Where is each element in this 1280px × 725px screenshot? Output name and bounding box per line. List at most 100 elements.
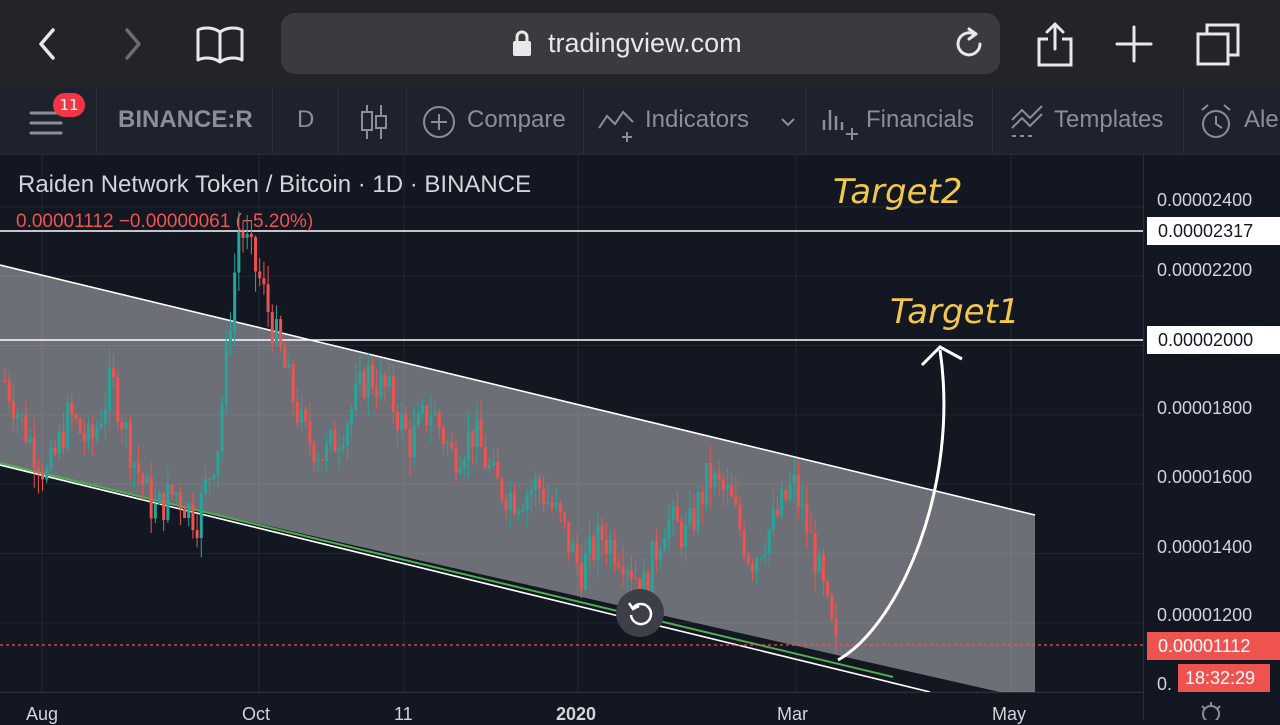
candle-body <box>337 448 341 452</box>
channel-upper-line <box>0 264 1036 516</box>
templates-button[interactable]: Templates <box>1054 106 1164 133</box>
address-bar[interactable] <box>281 13 1000 74</box>
candle-body <box>304 408 308 422</box>
candle-body <box>74 414 78 419</box>
candle-body <box>700 492 704 504</box>
candle-body <box>199 492 203 539</box>
symbol-search[interactable]: BINANCE:RD <box>118 106 254 133</box>
interval-button[interactable]: D <box>297 106 315 133</box>
candle-body <box>717 472 721 480</box>
candle-body <box>270 311 274 344</box>
candle-body <box>525 494 529 510</box>
candle-body <box>7 380 11 402</box>
alarm-clock-icon <box>1201 104 1231 138</box>
candle-body <box>237 231 241 273</box>
candle-body <box>475 419 479 448</box>
tabs-button[interactable] <box>1190 18 1246 70</box>
candle-body <box>228 331 232 342</box>
candle-body <box>345 424 349 446</box>
candle-body <box>220 403 224 452</box>
candle-body <box>153 504 157 519</box>
candle-body <box>563 512 567 522</box>
tabs-icon <box>1196 23 1240 66</box>
candle-body <box>295 402 299 423</box>
candle-body <box>654 541 658 560</box>
book-icon <box>196 26 244 64</box>
candle-body <box>471 431 475 448</box>
settings-gear-icon[interactable] <box>1196 700 1226 720</box>
candle-body <box>625 570 629 575</box>
candle-body <box>416 413 420 425</box>
candle-body <box>16 414 20 419</box>
forward-button[interactable] <box>104 18 160 70</box>
candle-body <box>821 554 825 582</box>
compare-button[interactable]: Compare <box>467 106 566 133</box>
reload-button[interactable] <box>942 18 998 70</box>
candle-body <box>316 459 320 462</box>
candle-body <box>61 431 65 449</box>
target1-label: Target1 <box>890 292 1020 332</box>
candle-body <box>82 433 86 442</box>
candle-body <box>483 447 487 469</box>
candle-body <box>454 448 458 474</box>
candle-body <box>600 525 604 541</box>
candle-body <box>383 374 387 388</box>
bar-countdown: 18:32:29 <box>1178 664 1270 692</box>
candle-body <box>36 467 40 474</box>
candle-body <box>112 367 116 378</box>
price-axis[interactable] <box>1143 155 1280 720</box>
bookmarks-button[interactable] <box>192 18 248 70</box>
candle-body <box>95 427 99 439</box>
candle-body <box>659 550 663 560</box>
candle-body <box>391 376 395 412</box>
share-button[interactable] <box>1027 18 1083 70</box>
candle-body <box>546 502 550 505</box>
candle-body <box>137 463 141 474</box>
candle-body <box>45 468 49 480</box>
chevron-down-icon[interactable] <box>779 116 797 128</box>
x-tick: Oct <box>242 704 271 724</box>
price-chart[interactable] <box>0 155 1143 692</box>
candle-body <box>446 442 450 444</box>
time-axis[interactable] <box>0 692 1143 721</box>
back-button[interactable] <box>20 18 76 70</box>
candle-body <box>667 518 671 539</box>
x-tick: May <box>992 704 1027 724</box>
x-tick: Aug <box>26 704 59 724</box>
chart-canvas[interactable] <box>0 155 1143 692</box>
indicators-icon <box>598 110 634 142</box>
candle-body <box>441 427 445 444</box>
reset-chart-button[interactable] <box>616 589 664 637</box>
candle-body <box>191 503 195 531</box>
candle-body <box>554 502 558 508</box>
candle-body <box>688 508 692 525</box>
url-text: tradingview.com <box>548 28 742 58</box>
alert-button[interactable]: Ale <box>1244 106 1279 133</box>
target1-price-label: 0.00002000 <box>1147 326 1280 354</box>
candle-body <box>479 419 483 448</box>
candle-body <box>107 367 111 410</box>
chart-toolbar: BINANCE:RD D Compare Indicators Financia… <box>0 88 1280 155</box>
candle-style-icon[interactable] <box>358 103 390 141</box>
candle-body <box>462 460 466 469</box>
financials-button[interactable]: Financials <box>866 106 975 133</box>
candle-body <box>320 459 324 461</box>
candle-body <box>538 478 542 489</box>
indicators-button[interactable]: Indicators <box>645 106 750 133</box>
candles <box>3 211 838 653</box>
candle-body <box>241 231 245 238</box>
y-tick: 0.00001200 <box>1157 605 1253 625</box>
new-tab-button[interactable] <box>1106 18 1162 70</box>
candle-body <box>28 437 32 443</box>
support-line <box>0 462 894 678</box>
candle-body <box>187 503 191 519</box>
candle-body <box>742 529 746 556</box>
candle-body <box>780 489 784 515</box>
candle-body <box>421 405 425 414</box>
candle-body <box>354 383 358 410</box>
candle-body <box>529 490 533 495</box>
candle-body <box>366 364 370 398</box>
candle-body <box>329 429 333 444</box>
candle-body <box>521 509 525 512</box>
candle-body <box>792 474 796 485</box>
